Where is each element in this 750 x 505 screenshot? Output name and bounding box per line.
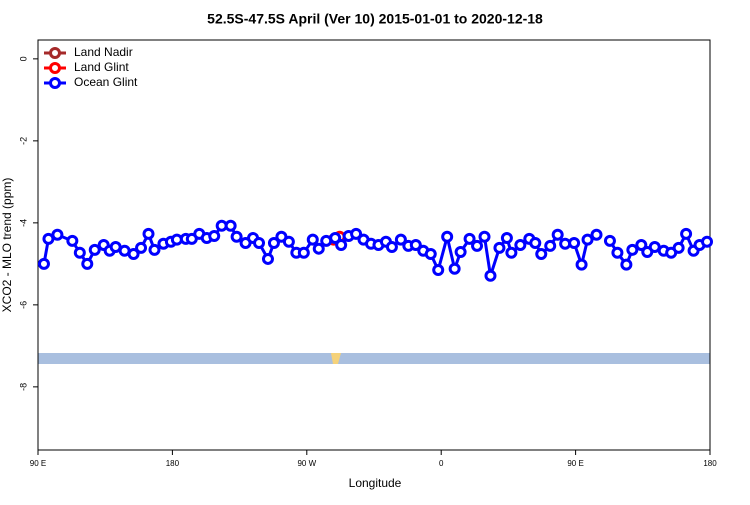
data-point — [253, 236, 266, 249]
data-point — [551, 228, 564, 241]
x-tick-label: 0 — [439, 459, 444, 468]
legend-label: Ocean Glint — [74, 75, 138, 89]
data-point — [581, 233, 594, 246]
data-point — [208, 229, 221, 242]
data-point — [484, 269, 497, 282]
y-tick-label: -4 — [18, 219, 28, 227]
data-point — [505, 246, 518, 259]
legend-swatch-marker — [49, 47, 61, 59]
data-point — [81, 257, 94, 270]
data-point — [620, 258, 633, 271]
data-point — [267, 236, 280, 249]
data-point — [127, 248, 140, 261]
data-point — [424, 248, 437, 261]
data-point — [142, 227, 155, 240]
data-point — [329, 232, 342, 245]
data-point — [441, 230, 454, 243]
data-point — [135, 241, 148, 254]
data-point — [261, 252, 274, 265]
x-tick-label: 180 — [703, 459, 717, 468]
legend-label: Land Nadir — [74, 45, 133, 59]
x-tick-label: 180 — [166, 459, 180, 468]
y-tick-label: -2 — [18, 137, 28, 145]
data-point — [478, 230, 491, 243]
map-strip — [38, 353, 710, 364]
data-point — [409, 239, 422, 251]
data-point — [454, 245, 467, 258]
data-point — [282, 235, 295, 248]
data-point — [350, 227, 363, 240]
data-point — [51, 228, 64, 241]
data-point — [73, 246, 86, 259]
x-tick-label: 90 W — [297, 459, 316, 468]
data-point — [544, 239, 557, 252]
data-point — [493, 241, 506, 254]
y-tick-label: -8 — [18, 383, 28, 391]
data-point — [575, 258, 588, 271]
data-point — [224, 219, 237, 232]
data-point — [672, 241, 685, 254]
x-tick-label: 90 E — [30, 459, 46, 468]
data-point — [66, 234, 79, 247]
legend-label: Land Glint — [74, 60, 129, 74]
legend-swatch-marker — [49, 77, 61, 89]
data-point — [680, 227, 693, 240]
data-point — [568, 236, 581, 249]
data-point — [394, 233, 407, 246]
data-point — [529, 236, 542, 249]
chart-title: 52.5S-47.5S April (Ver 10) 2015-01-01 to… — [207, 11, 543, 27]
data-point — [42, 232, 55, 245]
map-land — [331, 353, 341, 364]
data-point — [603, 234, 616, 247]
data-point — [535, 248, 548, 261]
data-point — [312, 242, 325, 255]
y-axis-label: XCO2 - MLO trend (ppm) — [0, 178, 14, 313]
data-point — [37, 257, 50, 270]
y-tick-label: 0 — [18, 56, 28, 61]
x-axis-label: Longitude — [349, 476, 402, 490]
data-point — [230, 230, 243, 243]
data-point — [148, 243, 161, 256]
data-point — [471, 239, 484, 252]
data-point — [590, 228, 603, 241]
data-point — [88, 243, 101, 256]
data-point — [385, 241, 398, 254]
data-point — [514, 239, 527, 251]
data-point — [701, 235, 714, 248]
data-point — [500, 232, 513, 245]
data-point — [448, 262, 461, 275]
x-tick-label: 90 E — [567, 459, 583, 468]
data-point — [635, 239, 648, 251]
data-point — [611, 246, 624, 259]
data-point — [335, 239, 348, 251]
data-point — [306, 233, 319, 246]
data-point — [297, 246, 310, 259]
y-tick-label: -6 — [18, 301, 28, 309]
data-point — [432, 264, 445, 277]
legend-swatch-marker — [49, 62, 61, 74]
data-point — [626, 243, 639, 256]
data-point — [463, 232, 476, 245]
